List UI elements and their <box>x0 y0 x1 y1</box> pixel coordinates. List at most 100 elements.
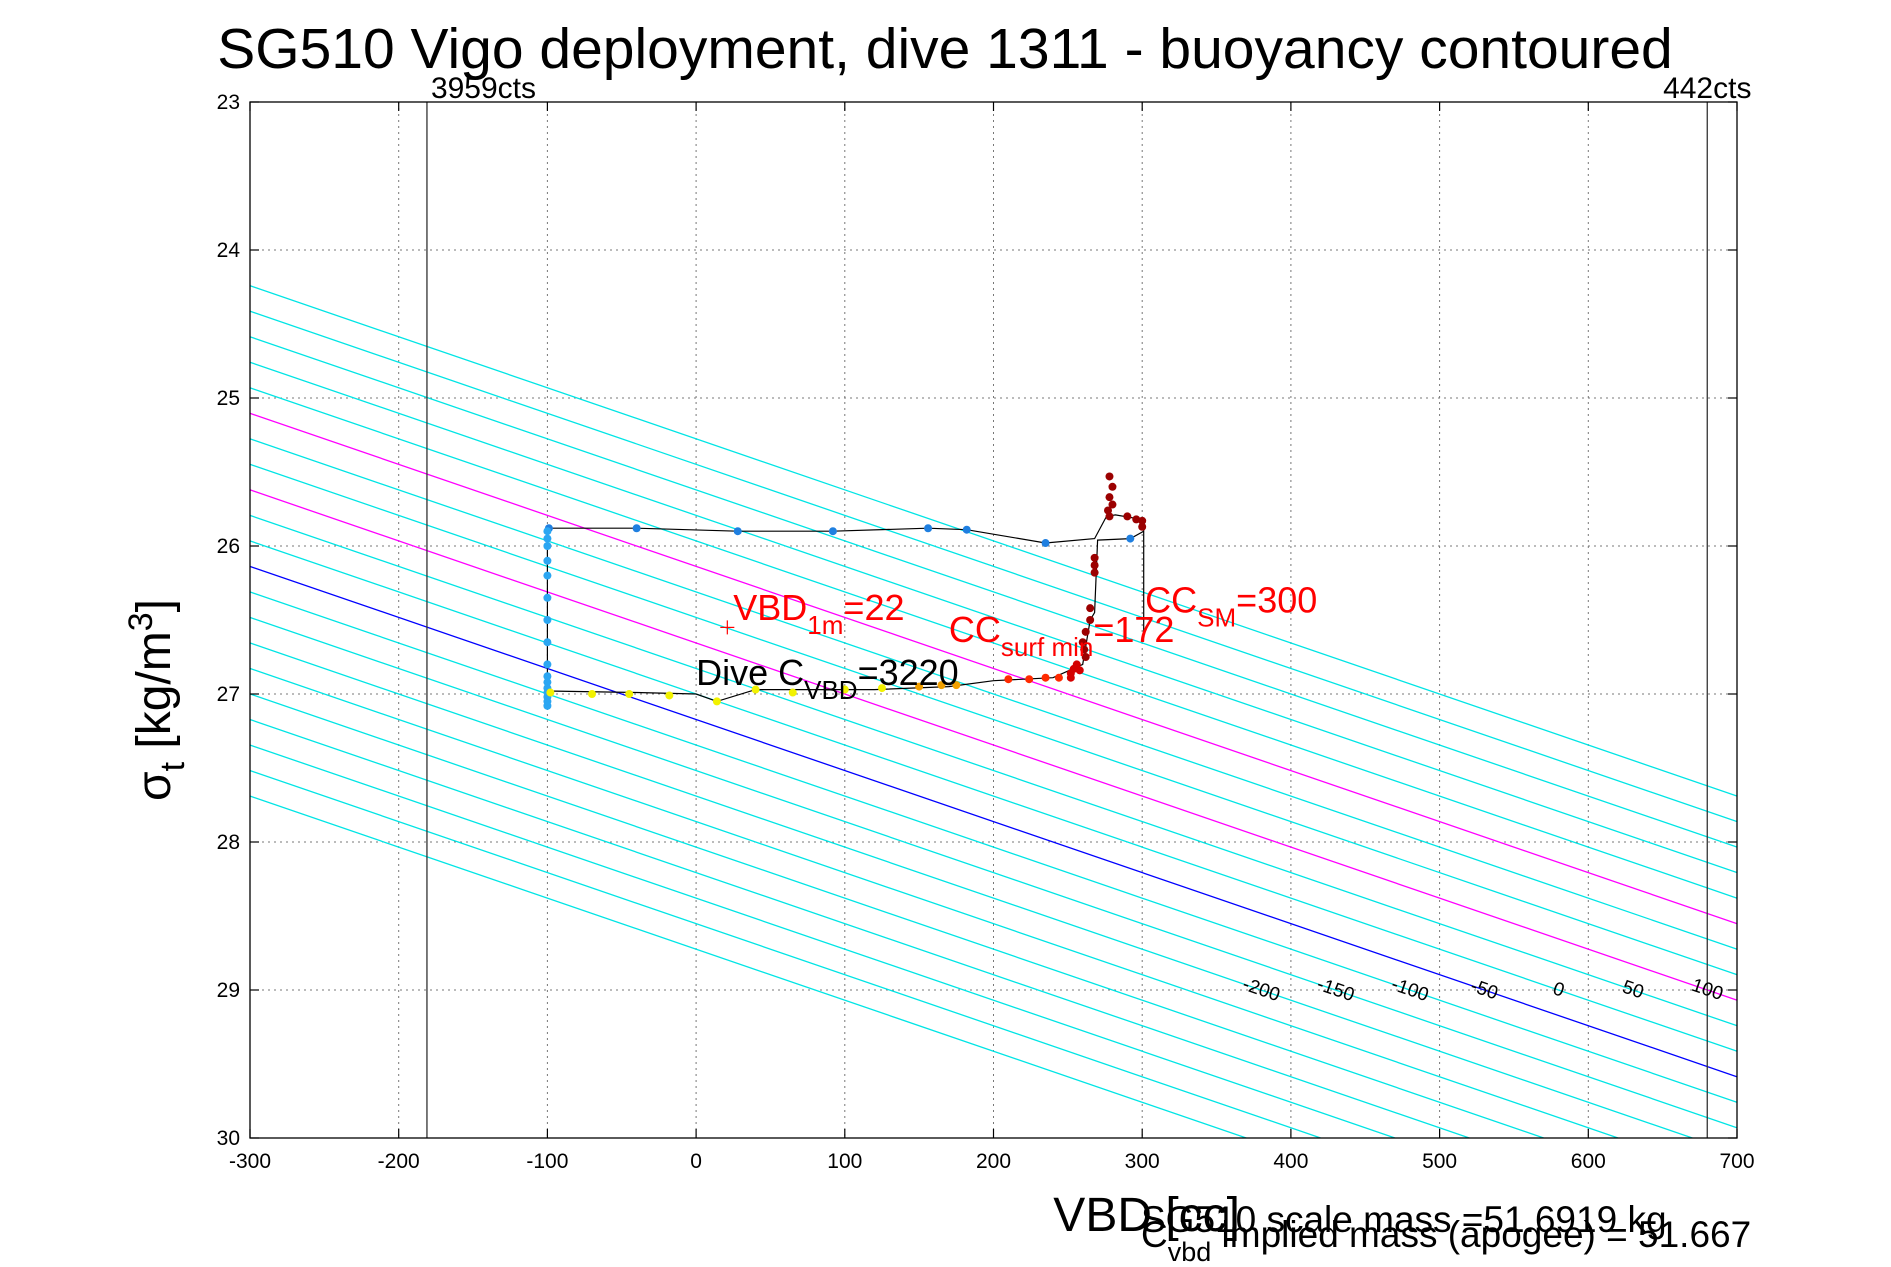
contour-line <box>250 514 1737 1027</box>
data-point <box>543 672 552 681</box>
x-tick-label: 500 <box>1422 1150 1457 1173</box>
data-point <box>546 688 555 697</box>
x-tick-label: 0 <box>690 1150 702 1173</box>
y-axis-label-sub: t <box>154 761 192 771</box>
contour-label-bottom: -200 <box>1240 974 1283 1006</box>
data-point <box>1105 493 1114 502</box>
contour-line <box>250 412 1737 925</box>
count-line-label: 442cts <box>1663 72 1751 105</box>
x-tick-label: 400 <box>1273 1150 1308 1173</box>
grid-layer <box>250 102 1737 1138</box>
y-tick-label: 29 <box>217 979 240 1002</box>
y-tick-label: 25 <box>217 387 240 410</box>
contour-layer <box>250 285 1737 1138</box>
data-point <box>733 527 742 536</box>
data-point <box>1138 516 1147 525</box>
count-lines-layer: 3959cts 442cts <box>426 72 1751 1138</box>
data-point <box>1004 675 1013 684</box>
contour-line <box>250 591 1737 1103</box>
data-point <box>543 660 552 669</box>
data-point <box>924 524 933 533</box>
data-point <box>543 638 552 647</box>
contour-label-bottom: -150 <box>1314 974 1357 1006</box>
annotation-ccsurf-main: CC <box>949 609 1001 650</box>
data-point <box>543 527 552 536</box>
footer-implied-mass: Cvbd implied mass (apogee) = 51.667 <box>1141 1214 1751 1262</box>
annotation-ccsm: CCSM=300 <box>1145 580 1317 633</box>
data-point <box>751 685 760 694</box>
annotation-ccsurf-tail: =172 <box>1093 609 1174 650</box>
data-point <box>1090 568 1099 577</box>
data-point <box>1080 645 1089 654</box>
count-line-label: 3959cts <box>431 72 536 105</box>
x-tick-label: -300 <box>229 1150 271 1173</box>
data-point <box>1066 673 1075 682</box>
data-point <box>1086 616 1095 624</box>
data-point <box>1075 666 1084 675</box>
data-point <box>1025 675 1034 684</box>
points-layer <box>543 472 1147 710</box>
contour-line <box>250 463 1737 976</box>
data-point <box>952 681 961 690</box>
annotation-divecvbd: Dive CVBD=3220 <box>696 652 959 705</box>
x-tick-label: -100 <box>526 1150 568 1173</box>
contour-line <box>250 387 1737 899</box>
contour-line <box>250 336 1737 848</box>
footer-implied-main: C <box>1141 1214 1168 1255</box>
y-axis-label-unit: [kg/m <box>128 631 181 762</box>
footer-scale-mass: SG510 scale mass =51.6919 kg <box>1141 1199 1667 1240</box>
data-point <box>877 684 886 693</box>
data-point <box>1081 653 1090 661</box>
contour-line <box>250 565 1737 1078</box>
contour-line <box>250 667 1619 1138</box>
axes-layer: -300 -200 -100 0 100 200 300 400 500 600 700 23 24 25… <box>217 91 1755 1173</box>
footer-implied-tail: implied mass (apogee) = 51.667 <box>1211 1214 1751 1255</box>
y-tick-label: 27 <box>217 683 240 706</box>
data-point <box>1078 638 1087 647</box>
annotation-divecvbd-main: Dive C <box>696 652 804 693</box>
data-point <box>588 690 597 698</box>
x-tick-label: 200 <box>976 1150 1011 1173</box>
x-tick-label: 700 <box>1719 1150 1754 1173</box>
annotation-divecvbd-tail: =3220 <box>858 652 959 693</box>
data-point <box>1086 604 1095 613</box>
data-point <box>840 685 849 694</box>
data-point <box>828 527 837 536</box>
annotation-ccsm-tail: =300 <box>1236 580 1317 621</box>
data-point <box>1081 627 1090 636</box>
data-point <box>665 691 674 700</box>
data-point <box>1041 673 1050 682</box>
data-point <box>937 681 946 690</box>
y-tick-label: 30 <box>217 1127 240 1150</box>
annotation-vbd1m-sub: 1m <box>807 610 843 640</box>
data-point <box>543 571 552 580</box>
data-point <box>543 678 552 687</box>
contour-label-bottom: 100 <box>1689 975 1726 1005</box>
data-point <box>1090 561 1099 570</box>
contour-label-bottom: -100 <box>1388 974 1431 1006</box>
data-point <box>1126 534 1135 543</box>
data-point <box>1123 512 1132 521</box>
x-axis-label: VBD [cc] <box>1053 1189 1240 1242</box>
data-point <box>1105 512 1114 521</box>
contour-line <box>250 489 1737 1001</box>
annotation-vbd1m-main: VBD <box>733 587 807 628</box>
annotation-ccsurf: CCsurf min=172 <box>949 609 1175 662</box>
data-point <box>543 701 552 710</box>
x-tick-label: -200 <box>378 1150 420 1173</box>
x-tick-label: 300 <box>1125 1150 1160 1173</box>
y-tick-label: 24 <box>217 239 241 262</box>
y-tick-label: 23 <box>217 91 240 114</box>
data-point <box>1041 539 1050 548</box>
data-point <box>543 542 552 550</box>
data-point <box>543 534 552 543</box>
contour-line <box>250 642 1693 1138</box>
data-point <box>962 525 971 534</box>
y-tick-label: 28 <box>217 831 240 854</box>
data-point <box>1090 553 1099 562</box>
data-point <box>1105 472 1114 481</box>
data-point <box>543 593 552 602</box>
contour-line <box>250 310 1737 823</box>
contour-line <box>250 361 1737 874</box>
